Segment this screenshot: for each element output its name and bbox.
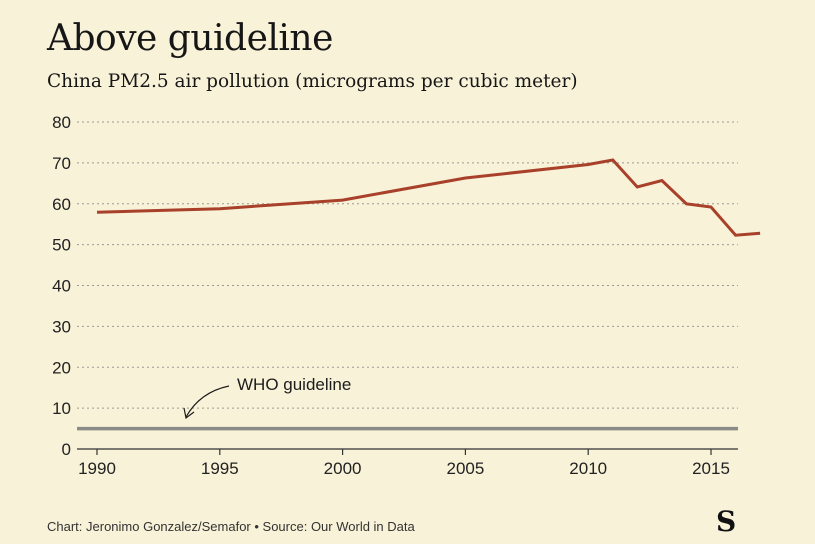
x-tick-label: 2005 [446,459,484,478]
x-tick-label: 1990 [78,459,116,478]
y-tick-label: 70 [52,154,71,173]
annotation-arrow [185,385,230,418]
x-axis-ticks: 1990 1995 2000 2005 2010 2015 [78,449,730,478]
semafor-logo: S [716,505,737,538]
chart-subtitle: China PM2.5 air pollution (micrograms pe… [47,71,578,92]
y-tick-label: 50 [52,236,71,255]
y-tick-label: 20 [52,358,71,377]
annotation-arrowhead [183,407,195,420]
gridlines [77,121,738,409]
y-tick-label: 60 [52,195,71,214]
x-tick-label: 1995 [201,459,239,478]
chart-credit: Chart: Jeronimo Gonzalez/Semafor • Sourc… [47,519,415,534]
x-tick-label: 2000 [324,459,362,478]
y-tick-label: 10 [52,399,71,418]
who-annotation: WHO guideline [183,375,351,420]
series-line [96,158,761,237]
annotation-label: WHO guideline [237,375,351,394]
y-tick-label: 80 [52,113,71,132]
y-tick-label: 30 [52,317,71,336]
y-axis-ticks: 0 10 20 30 40 50 60 70 80 [52,113,71,459]
y-tick-label: 0 [62,440,71,459]
series-group [96,158,761,237]
chart-title: Above guideline [47,18,333,59]
x-tick-label: 2015 [692,459,730,478]
x-tick-label: 2010 [569,459,607,478]
y-tick-label: 40 [52,277,71,296]
